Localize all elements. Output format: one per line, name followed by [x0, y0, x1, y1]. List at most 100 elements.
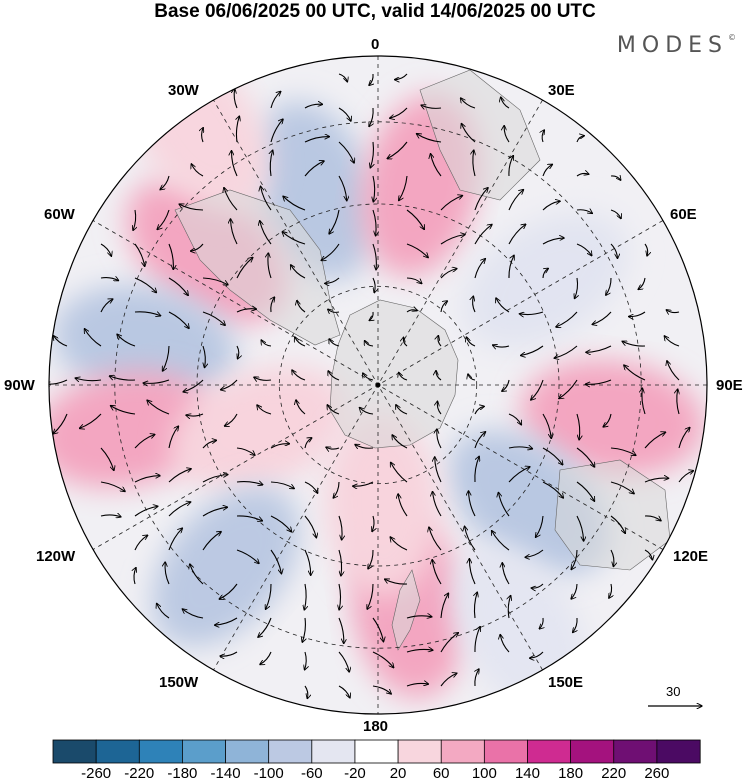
- wind-vector: [231, 151, 238, 177]
- wind-vector: [638, 277, 646, 290]
- wind-vector: [53, 336, 68, 347]
- anomaly-center: [150, 485, 301, 648]
- colorbar-swatch: [397, 739, 442, 764]
- wind-vector: [353, 481, 374, 486]
- map-border: [48, 55, 708, 715]
- wind-vector: [440, 301, 448, 313]
- wind-vector: [585, 379, 612, 384]
- wind-vector: [440, 269, 457, 279]
- wind-vector: [469, 491, 476, 517]
- wind-vector: [304, 161, 324, 177]
- wind-vector: [622, 341, 646, 347]
- wind-vector: [224, 188, 238, 211]
- wind-vector: [168, 277, 188, 296]
- wind-vector: [260, 221, 272, 245]
- wind-vector: [191, 164, 204, 177]
- wind-vector: [531, 583, 544, 588]
- wind-vector: [369, 73, 373, 85]
- wind-vector: [268, 253, 272, 279]
- wind-vector: [473, 296, 476, 313]
- wind-vector: [165, 562, 170, 585]
- wind-vector: [304, 137, 330, 143]
- wind-vector: [179, 204, 204, 211]
- anomaly-center: [49, 370, 218, 489]
- wind-vector: [329, 339, 340, 347]
- wind-vector: [49, 379, 68, 384]
- wind-vector: [496, 298, 510, 313]
- colorbar-swatch: [52, 739, 97, 764]
- lon-label-90w: 90W: [4, 377, 35, 394]
- wind-vector: [542, 413, 551, 439]
- wind-vector: [168, 426, 179, 449]
- wind-vector: [100, 278, 119, 281]
- colorbar-swatch: [311, 739, 356, 764]
- wind-vector: [465, 526, 476, 551]
- wind-vector: [270, 119, 283, 143]
- brand-mark: ©: [728, 33, 736, 42]
- wind-vector: [542, 130, 544, 143]
- wind-vector: [134, 243, 145, 267]
- wind-vector: [321, 243, 340, 261]
- wind-vector: [530, 651, 544, 658]
- wind-vector: [576, 210, 592, 214]
- wind-vector: [338, 651, 349, 672]
- wind-vector: [372, 243, 376, 270]
- wind-vector: [202, 128, 204, 143]
- wind-vector: [392, 435, 408, 449]
- wind-vector: [202, 532, 221, 551]
- wind-vector: [328, 371, 340, 381]
- wind-vector: [508, 156, 513, 177]
- wind-vector: [576, 447, 595, 467]
- wind-vector: [329, 209, 340, 234]
- lon-label-0: 0: [371, 36, 380, 53]
- wind-vector: [391, 462, 408, 483]
- wind-vector: [134, 568, 136, 585]
- wind-vector: [502, 379, 510, 391]
- wind-vector: [576, 243, 592, 256]
- wind-vector: [304, 438, 312, 449]
- wind-vector: [508, 413, 521, 425]
- colorbar: [52, 739, 701, 764]
- wind-vector: [236, 447, 255, 455]
- colorbar-swatch: [354, 739, 399, 764]
- wind-vector: [667, 361, 680, 381]
- wind-vector: [406, 616, 432, 618]
- wind-vector: [542, 481, 563, 498]
- wind-vector: [475, 669, 479, 687]
- wind-vector: [157, 603, 170, 619]
- wind-vector: [531, 379, 544, 400]
- colorbar-swatch: [613, 739, 658, 764]
- wind-vector: [302, 617, 305, 642]
- wind-vector: [53, 413, 68, 434]
- wind-vector: [304, 685, 308, 699]
- lon-label-120w: 120W: [36, 548, 76, 565]
- brand-name: MODES: [616, 33, 728, 58]
- wind-vector: [576, 515, 584, 541]
- wind-vector: [525, 549, 544, 557]
- wind-vector: [473, 150, 475, 177]
- wind-vector: [474, 224, 492, 245]
- wind-vector: [359, 407, 374, 415]
- lon-label-30e: 30E: [548, 82, 575, 99]
- wind-vector: [437, 401, 442, 415]
- wind-vector: [542, 201, 560, 211]
- wind-vector: [134, 506, 158, 517]
- wind-vector: [258, 617, 272, 637]
- wind-vector: [474, 259, 485, 279]
- wind-vector: [609, 583, 612, 598]
- wind-vector: [556, 311, 578, 327]
- wind-vector: [134, 535, 148, 551]
- wind-vector: [168, 528, 182, 551]
- colorbar-label: -60: [300, 765, 323, 782]
- wind-vector: [678, 427, 690, 449]
- wind-vector: [296, 400, 306, 415]
- wind-vector: [339, 583, 341, 610]
- anomaly-center: [324, 409, 441, 597]
- wind-vector: [100, 447, 114, 471]
- anomaly-center: [519, 359, 706, 477]
- wind-vector: [406, 683, 429, 687]
- wind-vector: [508, 224, 526, 245]
- wind-vector: [644, 515, 661, 521]
- wind-vector: [664, 336, 680, 347]
